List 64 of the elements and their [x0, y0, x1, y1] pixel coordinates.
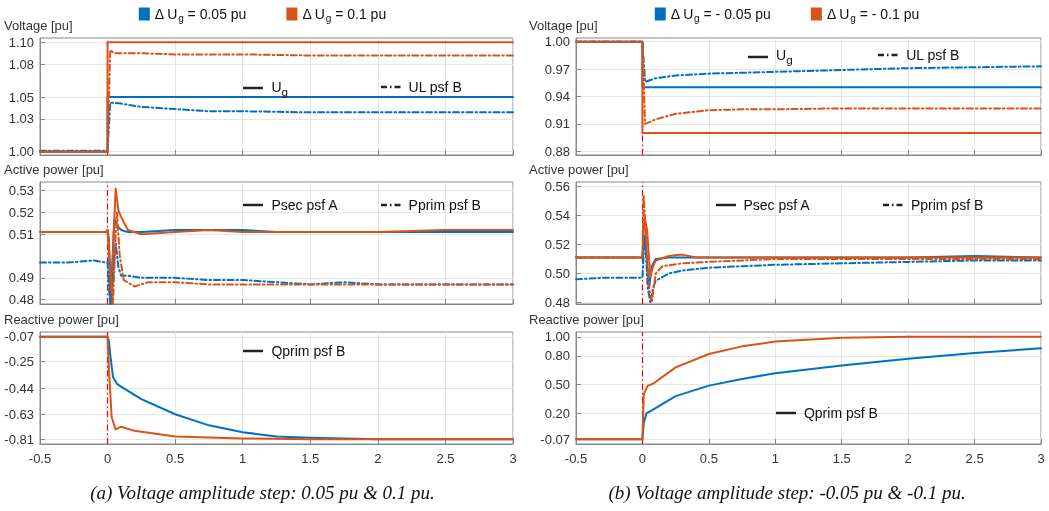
annotation: Psec psf A [743, 196, 810, 213]
y-axis-title: Reactive power [pu] [4, 312, 119, 327]
y-tick-label: 1.00 [544, 34, 570, 50]
y-tick-label: 0.51 [8, 226, 34, 242]
y-tick-label: -0.63 [4, 406, 34, 422]
y-tick-label: 0.94 [544, 89, 570, 104]
x-tick-label: 1 [239, 451, 247, 466]
y-axis-title: Voltage [pu] [4, 18, 73, 33]
x-tick-label: -0.5 [28, 451, 52, 466]
y-tick-label: -0.44 [4, 380, 34, 396]
x-tick-label: 2 [374, 451, 382, 466]
y-tick-label: 0.52 [544, 236, 570, 252]
x-tick-label: 3 [1037, 451, 1045, 466]
y-tick-label: -0.81 [4, 431, 34, 447]
x-tick-label: -0.5 [564, 451, 588, 466]
annotation: UL psf B [906, 47, 960, 64]
y-tick-label: 0.49 [8, 270, 34, 286]
y-tick-label: 0.50 [544, 266, 570, 281]
y-tick-label: 0.80 [544, 348, 570, 364]
x-tick-label: 3 [509, 451, 517, 466]
annotation: Pprim psf B [408, 196, 481, 213]
y-tick-label: 0.20 [544, 405, 570, 421]
y-tick-label: 0.53 [8, 183, 34, 199]
x-tick-label: 1.5 [832, 451, 851, 466]
y-axis-title: Voltage [pu] [529, 18, 598, 33]
x-tick-label: 0.5 [166, 451, 185, 466]
annotation: U$_{g}$ [271, 78, 288, 98]
annotation: UL psf B [408, 78, 462, 95]
x-tick-label: 2 [904, 451, 912, 466]
y-axis-title: Active power [pu] [4, 162, 104, 177]
y-tick-label: 1.00 [8, 144, 34, 160]
x-tick-label: 1 [771, 451, 779, 466]
annotation: U$_{g}$ [776, 47, 793, 67]
y-tick-label: 1.10 [8, 34, 34, 50]
y-tick-label: -0.25 [4, 354, 34, 370]
annotation: Qprim psf B [271, 343, 346, 360]
text: (a) Voltage amplitude step: 0.05 pu & 0.1 pu. [90, 482, 435, 504]
y-tick-label: 0.48 [8, 292, 34, 308]
y-tick-label: 1.08 [8, 56, 34, 72]
y-tick-label: 1.03 [8, 111, 34, 127]
y-tick-label: 0.88 [544, 143, 570, 159]
y-tick-label: 0.97 [544, 61, 570, 77]
annotation: Qprim psf B [803, 404, 878, 421]
y-axis-title: Reactive power [pu] [529, 312, 644, 327]
x-tick-label: 2.5 [436, 451, 455, 466]
annotation: Pprim psf B [910, 196, 984, 213]
y-tick-label: 0.91 [544, 116, 570, 132]
y-tick-label: 0.56 [544, 178, 570, 194]
y-tick-label: 0.50 [544, 377, 570, 393]
annotation: Psec psf A [271, 196, 338, 213]
x-tick-label: 0 [103, 451, 112, 466]
y-tick-label: -0.07 [4, 329, 34, 345]
y-tick-label: 0.48 [544, 295, 570, 311]
y-tick-label: -0.07 [540, 431, 570, 447]
text: (b) Voltage amplitude step: -0.05 pu & -0.1 pu. [608, 482, 966, 504]
y-tick-label: 0.54 [544, 207, 570, 223]
y-tick-label: 1.00 [544, 329, 570, 345]
x-tick-label: 1.5 [301, 451, 320, 466]
x-tick-label: 2.5 [965, 451, 984, 466]
y-axis-title: Active power [pu] [529, 162, 629, 177]
x-tick-label: 0 [638, 451, 647, 466]
y-tick-label: 0.52 [8, 205, 34, 220]
y-tick-label: 1.05 [8, 89, 34, 105]
x-tick-label: 0.5 [699, 451, 718, 466]
